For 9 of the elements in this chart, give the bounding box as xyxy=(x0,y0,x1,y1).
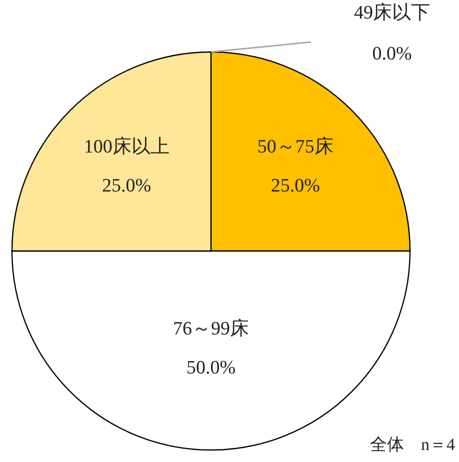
data-label: 50.0% xyxy=(186,358,236,379)
category-label: 49床以下 xyxy=(354,2,430,24)
text: 0.0% xyxy=(372,44,412,64)
text: 全体 n＝4 xyxy=(370,435,456,454)
data-label: 25.0% xyxy=(270,176,320,197)
slice-label: 50～75床 xyxy=(257,136,334,158)
data-label: 25.0% xyxy=(102,176,152,197)
slice-label: 76～99床 xyxy=(173,318,249,340)
slice-label: 100床以上 xyxy=(84,136,170,158)
